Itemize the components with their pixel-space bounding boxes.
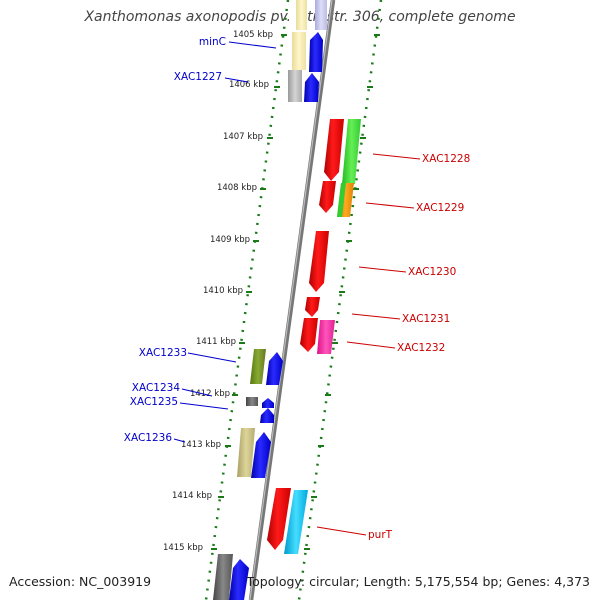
ruler-ticks xyxy=(211,34,287,550)
track-border-left xyxy=(204,0,290,600)
cog-box xyxy=(342,119,361,184)
cog-box xyxy=(317,320,335,354)
tick-label-1407: 1407 kbp xyxy=(223,132,263,142)
cog-box-green-strip xyxy=(337,183,346,217)
cog-box xyxy=(292,32,306,70)
forward-gene-arrow[interactable] xyxy=(304,73,319,102)
reverse-gene-arrow[interactable] xyxy=(267,488,291,550)
reverse-gene-arrow[interactable] xyxy=(300,318,318,352)
label-connector xyxy=(346,341,396,349)
label-connector xyxy=(179,402,229,410)
topology-text: Topology: circular; Length: 5,175,554 bp… xyxy=(246,574,590,589)
genome-backbone-highlight xyxy=(249,0,333,600)
reverse-gene-arrow[interactable] xyxy=(305,297,320,317)
gene-label-xac1235[interactable]: XAC1235 xyxy=(130,396,178,408)
label-connector xyxy=(365,202,415,209)
forward-gene-arrow[interactable] xyxy=(229,559,249,600)
label-connector xyxy=(351,313,401,320)
gene-label-xac1227[interactable]: XAC1227 xyxy=(174,71,222,83)
label-connector xyxy=(358,266,407,273)
cog-box xyxy=(246,397,258,406)
ruler-ticks-right xyxy=(304,34,380,550)
gene-label-xac1234[interactable]: XAC1234 xyxy=(132,382,181,394)
forward-gene-arrow[interactable] xyxy=(262,398,274,408)
label-connector xyxy=(372,153,421,160)
forward-gene-arrow[interactable] xyxy=(315,0,327,30)
forward-gene-arrow[interactable] xyxy=(260,408,274,423)
cog-box xyxy=(213,554,233,600)
tick-label-1405: 1405 kbp xyxy=(233,30,273,40)
forward-gene-arrow[interactable] xyxy=(266,352,283,385)
gene-label-xac1236[interactable]: XAC1236 xyxy=(124,432,173,444)
reverse-gene-arrow[interactable] xyxy=(319,181,336,213)
track-border-right xyxy=(297,0,383,600)
reverse-gene-arrow[interactable] xyxy=(309,231,329,292)
label-connector xyxy=(224,77,249,83)
cog-box xyxy=(237,428,255,477)
gene-label-xac1232[interactable]: XAC1232 xyxy=(397,342,445,354)
label-connector xyxy=(316,526,367,536)
tick-label-1414: 1414 kbp xyxy=(172,491,212,501)
cog-box xyxy=(284,490,308,554)
accession-text: Accession: NC_003919 xyxy=(9,574,152,589)
tick-label-1412: 1412 kbp xyxy=(190,389,230,399)
gene-label-xac1230[interactable]: XAC1230 xyxy=(408,266,456,278)
label-connector xyxy=(181,388,213,397)
tick-label-1408: 1408 kbp xyxy=(217,183,257,193)
tick-label-1411: 1411 kbp xyxy=(196,337,236,347)
tick-label-1406: 1406 kbp xyxy=(229,80,269,90)
tick-label-1409: 1409 kbp xyxy=(210,235,250,245)
genome-backbone xyxy=(248,0,336,600)
reverse-gene-arrow[interactable] xyxy=(324,119,344,181)
gene-label-xac1229[interactable]: XAC1229 xyxy=(416,202,464,214)
tick-label-1413: 1413 kbp xyxy=(181,440,221,450)
forward-gene-arrow[interactable] xyxy=(309,32,323,72)
tick-label-1410: 1410 kbp xyxy=(203,286,243,296)
cog-box xyxy=(250,349,266,384)
gene-label-xac1231[interactable]: XAC1231 xyxy=(402,313,450,325)
gene-label-xac1233[interactable]: XAC1233 xyxy=(139,347,187,359)
label-connector xyxy=(228,41,277,49)
cog-box xyxy=(288,70,302,102)
label-connector xyxy=(187,352,237,363)
cog-box xyxy=(296,0,307,30)
label-connector xyxy=(173,438,186,443)
gene-label-minc[interactable]: minC xyxy=(199,36,226,48)
tick-label-1415: 1415 kbp xyxy=(163,543,203,553)
gene-label-purt[interactable]: purT xyxy=(368,529,393,541)
gene-label-xac1228[interactable]: XAC1228 xyxy=(422,153,470,165)
forward-gene-arrow[interactable] xyxy=(251,432,271,478)
